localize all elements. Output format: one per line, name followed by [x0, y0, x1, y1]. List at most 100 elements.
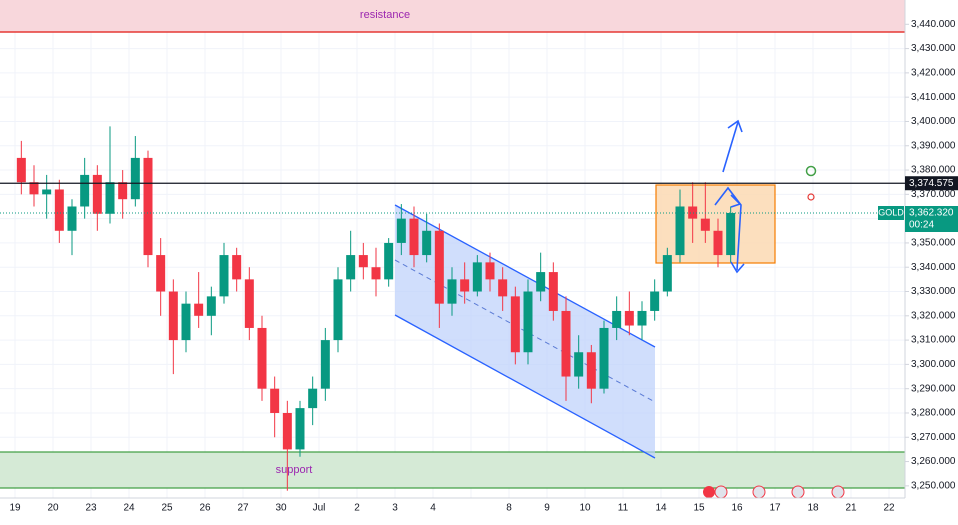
x-tick-label: 8 [506, 503, 512, 514]
x-tick-label: 17 [769, 503, 781, 514]
y-tick-label: 3,280.000 [911, 408, 956, 419]
candle-body [118, 182, 128, 200]
candle-body [346, 255, 356, 280]
symbol-label: GOLD [878, 207, 904, 217]
y-tick-label: 3,400.000 [911, 116, 956, 127]
y-tick-label: 3,310.000 [911, 335, 956, 346]
candle-body [358, 255, 368, 268]
candle-body [498, 279, 508, 297]
candle-body [548, 272, 558, 311]
candle-body [612, 310, 622, 328]
candle-body [447, 279, 457, 304]
candle-body [662, 255, 672, 292]
last-price-tag [905, 205, 958, 232]
candle-body [700, 218, 710, 231]
candle-body [257, 327, 267, 389]
candle-body [219, 255, 229, 297]
x-tick-label: 9 [544, 503, 550, 514]
y-tick-label: 3,290.000 [911, 383, 956, 394]
support-label: support [276, 464, 313, 476]
candle-body [371, 267, 381, 280]
y-tick-label: 3,250.000 [911, 480, 956, 491]
arrow-head [727, 119, 743, 133]
candle-body [308, 388, 318, 409]
x-tick-label: 25 [161, 503, 173, 514]
arrows [714, 119, 745, 274]
candle-body [295, 408, 305, 450]
arrow-path [714, 186, 742, 271]
y-tick-label: 3,300.000 [911, 359, 956, 370]
candle-body [472, 262, 482, 292]
x-tick-label: 18 [807, 503, 819, 514]
x-tick-label: 4 [430, 503, 436, 514]
y-tick-label: 3,320.000 [911, 310, 956, 321]
candle-body [16, 157, 26, 183]
x-tick-label: 24 [123, 503, 135, 514]
x-tick-label: 23 [85, 503, 97, 514]
candle-body [599, 327, 609, 389]
candle-body [54, 189, 64, 231]
x-tick-label: Jul [313, 503, 326, 514]
candle-body [320, 340, 330, 389]
candle-body [156, 255, 166, 292]
candle-body [181, 303, 191, 341]
y-tick-label: 3,370.000 [911, 189, 956, 200]
candle-body [460, 279, 470, 292]
x-tick-label: 14 [655, 503, 667, 514]
candle-body [333, 279, 343, 341]
x-tick-label: 20 [47, 503, 59, 514]
overlay: 3,250.000 3,260.000 3,270.000 3,280.000 3,29… [0, 19, 958, 514]
candle-body [143, 157, 153, 256]
event-icon [752, 485, 766, 499]
candle-body [384, 242, 394, 280]
x-tick-label: 26 [199, 503, 211, 514]
y-tick-label: 3,330.000 [911, 286, 956, 297]
channel-top [394, 204, 656, 348]
resistance-label: resistance [360, 9, 410, 21]
candle-body [485, 262, 495, 280]
countdown: 00:24 [909, 220, 934, 231]
candle-body [650, 291, 660, 311]
candle-body [675, 206, 685, 256]
candle-body [523, 291, 533, 353]
x-tick-label: 3 [392, 503, 398, 514]
y-tick-label: 3,420.000 [911, 68, 956, 79]
support-zone [0, 452, 905, 488]
y-tick-label: 3,260.000 [911, 456, 956, 467]
x-tick-label: 21 [845, 503, 857, 514]
candles [16, 126, 736, 491]
candle-body [29, 182, 39, 195]
x-tick-label: 30 [275, 503, 287, 514]
candle-body [409, 218, 419, 256]
candle-body [434, 230, 444, 304]
candle-body [574, 352, 584, 377]
candle-body [92, 174, 102, 214]
x-tick-label: 15 [693, 503, 705, 514]
candle-body [105, 182, 115, 214]
candle-body [510, 296, 520, 353]
channel-bottom [394, 314, 656, 459]
x-tick-label: 19 [9, 503, 21, 514]
last-price-label: 3,362.320 [909, 208, 954, 219]
candle-body [561, 310, 571, 377]
resistance-zone [0, 0, 905, 32]
event-icon [714, 485, 728, 499]
event-icon [703, 486, 715, 498]
candle-body [80, 174, 90, 207]
arrow-head [730, 194, 742, 208]
candle-body [422, 230, 432, 256]
candle-body [624, 310, 634, 326]
symbol-tag [878, 205, 904, 220]
candle-body [270, 388, 280, 413]
candle-body [130, 157, 140, 200]
x-tick-label: 16 [731, 503, 743, 514]
event-icon [791, 485, 805, 499]
x-tick-label: 27 [237, 503, 249, 514]
candle-body [194, 303, 204, 316]
candle-body [586, 352, 596, 389]
candle-body [536, 272, 546, 292]
candle-body [282, 412, 292, 450]
